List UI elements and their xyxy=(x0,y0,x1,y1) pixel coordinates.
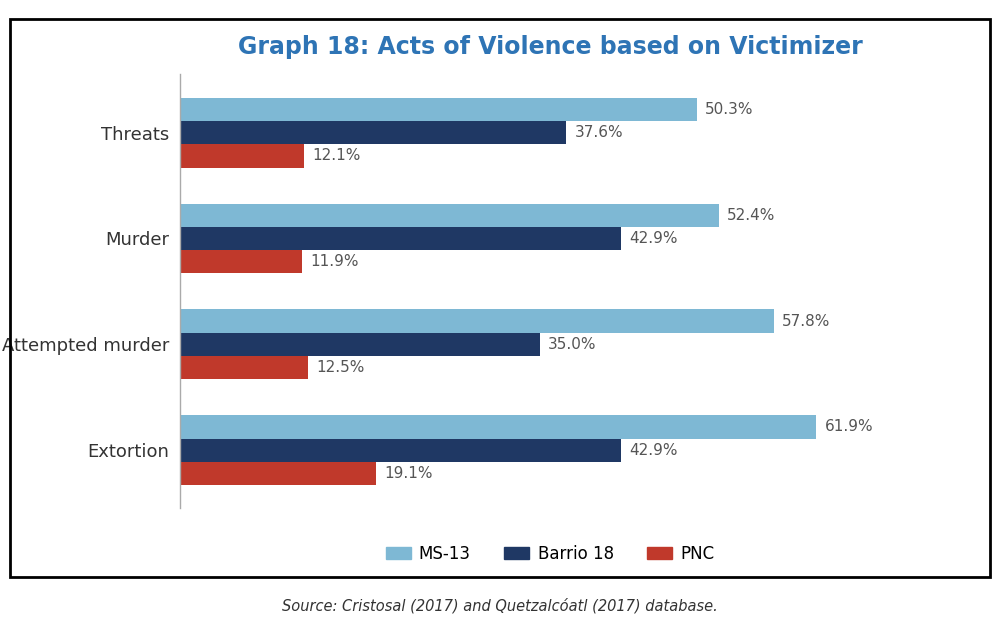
Bar xyxy=(180,98,697,121)
Bar xyxy=(180,415,816,438)
Bar xyxy=(180,309,774,333)
Text: 42.9%: 42.9% xyxy=(629,231,678,246)
Text: 61.9%: 61.9% xyxy=(824,419,873,435)
Text: 50.3%: 50.3% xyxy=(705,102,754,117)
Text: Source: Cristosal (2017) and Quetzalcóatl (2017) database.: Source: Cristosal (2017) and Quetzalcóat… xyxy=(282,598,718,614)
Bar xyxy=(180,462,376,485)
Bar xyxy=(180,121,566,144)
Text: 19.1%: 19.1% xyxy=(385,466,433,481)
Bar xyxy=(180,250,302,273)
Bar xyxy=(180,333,540,356)
Text: 12.1%: 12.1% xyxy=(313,148,361,164)
Text: 37.6%: 37.6% xyxy=(575,125,623,140)
Legend: MS-13, Barrio 18, PNC: MS-13, Barrio 18, PNC xyxy=(379,538,721,570)
Title: Graph 18: Acts of Violence based on Victimizer: Graph 18: Acts of Violence based on Vict… xyxy=(238,35,862,58)
Text: 52.4%: 52.4% xyxy=(727,208,775,223)
Bar xyxy=(180,144,304,167)
Bar xyxy=(180,356,308,379)
Bar xyxy=(180,227,621,250)
Text: 12.5%: 12.5% xyxy=(317,360,365,375)
Text: 35.0%: 35.0% xyxy=(548,337,596,352)
Text: 57.8%: 57.8% xyxy=(782,314,831,329)
Bar xyxy=(180,203,719,227)
Bar xyxy=(180,438,621,462)
Text: 42.9%: 42.9% xyxy=(629,443,678,458)
Text: 11.9%: 11.9% xyxy=(311,254,359,269)
